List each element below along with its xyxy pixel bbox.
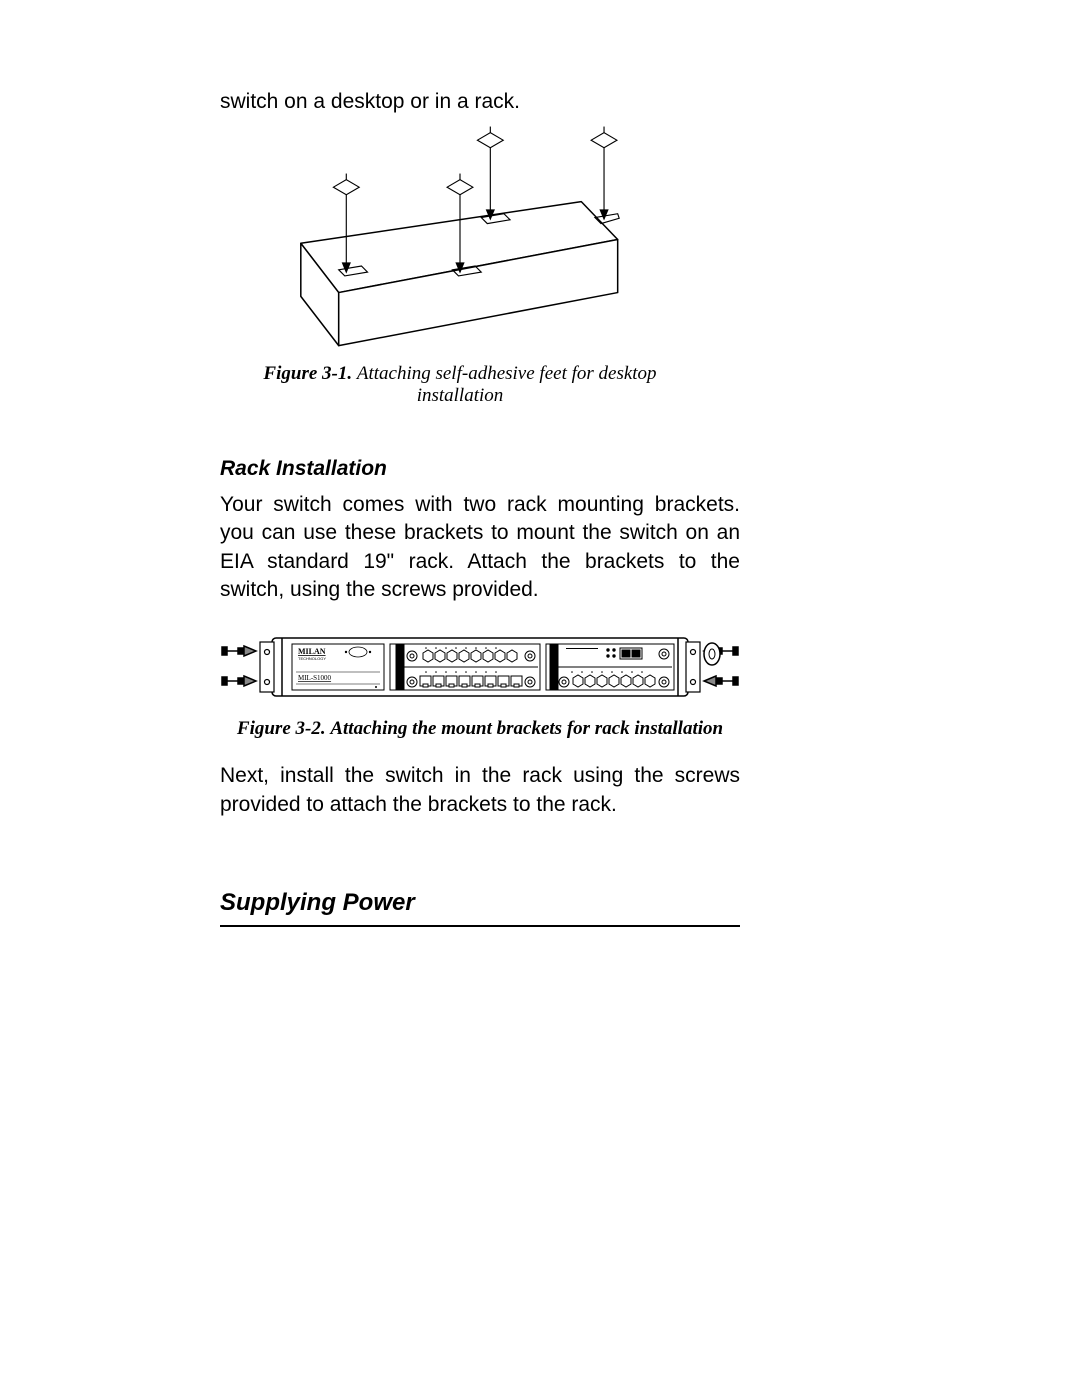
figure-2-text: Attaching the mount brackets for rack in… <box>330 718 723 739</box>
svg-text:B: B <box>398 682 402 688</box>
brand-sub: TECHNOLOGY <box>298 656 326 661</box>
svg-text:B: B <box>552 682 556 688</box>
content-column: switch on a desktop or in a rack. <box>220 90 740 935</box>
brand-top: MILAN <box>298 647 326 656</box>
figure-1-text: Attaching self-adhesive feet for desktop… <box>357 363 657 406</box>
figure-1: Figure 3-1. Attaching self-adhesive feet… <box>240 122 680 407</box>
figure-2-svg: MILAN TECHNOLOGY MIL-S1000 A B <box>220 632 740 712</box>
svg-text:A: A <box>398 652 402 658</box>
model-text: MIL-S1000 <box>298 674 332 682</box>
figure-1-label: Figure 3-1. <box>263 363 352 384</box>
rack-heading: Rack Installation <box>220 457 740 481</box>
figure-1-caption: Figure 3-1. Attaching self-adhesive feet… <box>240 363 680 407</box>
intro-fragment: switch on a desktop or in a rack. <box>220 90 740 114</box>
page: switch on a desktop or in a rack. <box>0 0 1080 1397</box>
figure-2-label: Figure 3-2. <box>237 718 326 739</box>
figure-2-caption: Figure 3-2. Attaching the mount brackets… <box>220 718 740 740</box>
figure-1-svg <box>240 122 680 357</box>
rack-body: Your switch comes with two rack mounting… <box>220 491 740 604</box>
section-heading: Supplying Power <box>220 889 740 917</box>
figure-2: MILAN TECHNOLOGY MIL-S1000 A B <box>220 632 740 740</box>
section-rule <box>220 925 740 927</box>
next-body: Next, install the switch in the rack usi… <box>220 762 740 819</box>
svg-text:A: A <box>552 652 556 658</box>
